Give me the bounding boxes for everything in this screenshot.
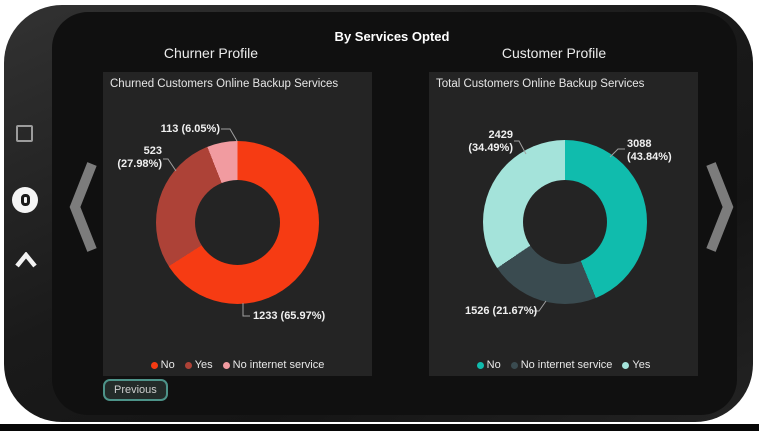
page-title: By Services Opted: [334, 29, 450, 44]
tablet-frame: By Services Opted Churner Profile Custom…: [4, 5, 753, 422]
legend-dot: [222, 361, 230, 369]
square-icon[interactable]: [16, 125, 33, 142]
home-button-inner: [20, 194, 30, 206]
legend-dot: [476, 361, 484, 369]
donut-hole: [523, 180, 607, 264]
previous-button[interactable]: Previous: [103, 379, 168, 401]
legend-item[interactable]: No: [150, 359, 175, 371]
legend-label: No: [486, 359, 501, 371]
legend-item[interactable]: Yes: [622, 359, 650, 371]
donut-chart-churned[interactable]: [156, 141, 319, 304]
churner-profile-heading: Churner Profile: [163, 45, 259, 61]
dashboard-screen: By Services Opted Churner Profile Custom…: [52, 12, 737, 415]
legend: No No internet service Yes: [429, 359, 698, 371]
legend-label: Yes: [632, 359, 651, 371]
donut-hole: [195, 180, 280, 265]
legend-item[interactable]: No internet service: [510, 359, 613, 371]
legend-item[interactable]: Yes: [184, 359, 213, 371]
data-label: 523 (27.98%): [117, 145, 162, 171]
churner-chart-panel: Churned Customers Online Backup Services…: [103, 72, 372, 376]
legend-label: No internet service: [520, 359, 613, 371]
data-label: 2429 (34.49%): [468, 129, 513, 155]
legend-label: No internet service: [232, 359, 325, 371]
home-button-icon[interactable]: [12, 187, 38, 213]
donut-chart-total[interactable]: [483, 140, 647, 304]
legend-item[interactable]: No: [476, 359, 501, 371]
data-label: 1233 (65.97%): [253, 310, 326, 322]
legend-dot: [150, 361, 158, 369]
chart-title: Total Customers Online Backup Services: [436, 78, 645, 90]
data-label: 3088 (43.84%): [627, 138, 672, 164]
chart-title: Churned Customers Online Backup Services: [110, 78, 339, 90]
customer-chart-panel: Total Customers Online Backup Services 2…: [429, 72, 698, 376]
legend-dot: [622, 361, 630, 369]
customer-profile-heading: Customer Profile: [501, 45, 607, 61]
data-label: 113 (6.05%): [160, 123, 220, 135]
chevron-left-icon[interactable]: [66, 160, 98, 254]
legend-label: Yes: [194, 359, 213, 371]
legend-dot: [184, 361, 192, 369]
legend-item[interactable]: No internet service: [222, 359, 325, 371]
legend-dot: [510, 361, 518, 369]
chevron-right-icon[interactable]: [705, 160, 737, 254]
chevron-up-icon[interactable]: [15, 252, 37, 269]
legend: No Yes No internet service: [103, 359, 372, 371]
data-label: 1526 (21.67%): [465, 305, 538, 317]
legend-label: No: [160, 359, 175, 371]
bottom-bar: [0, 424, 759, 431]
